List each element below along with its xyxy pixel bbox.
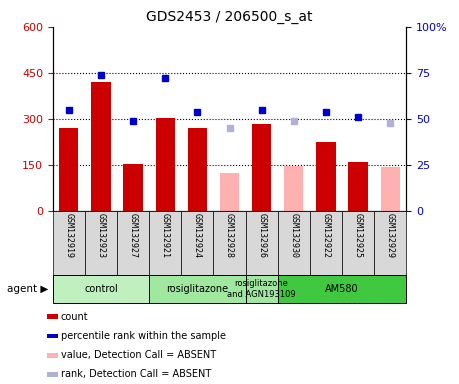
Text: GSM132930: GSM132930 — [289, 213, 298, 258]
Text: GSM132929: GSM132929 — [386, 213, 395, 258]
Text: count: count — [61, 312, 88, 322]
Text: control: control — [84, 284, 118, 294]
Bar — [123, 164, 143, 211]
Text: GSM132927: GSM132927 — [129, 213, 138, 258]
Bar — [284, 166, 303, 211]
Bar — [316, 142, 336, 211]
Bar — [381, 167, 400, 211]
Bar — [246, 275, 278, 303]
Text: GSM132925: GSM132925 — [353, 213, 363, 258]
Bar — [91, 82, 111, 211]
Bar — [47, 314, 58, 319]
Bar — [156, 118, 175, 211]
Text: GSM132922: GSM132922 — [321, 213, 330, 258]
Bar — [53, 211, 85, 275]
Bar — [213, 211, 246, 275]
Bar — [342, 211, 374, 275]
Text: GSM132926: GSM132926 — [257, 213, 266, 258]
Bar — [220, 173, 239, 211]
Text: GSM132923: GSM132923 — [96, 213, 106, 258]
Text: GSM132921: GSM132921 — [161, 213, 170, 258]
Bar — [310, 211, 342, 275]
Bar — [47, 334, 58, 338]
Text: rank, Detection Call = ABSENT: rank, Detection Call = ABSENT — [61, 369, 211, 379]
Text: GSM132919: GSM132919 — [64, 213, 73, 258]
Text: GDS2453 / 206500_s_at: GDS2453 / 206500_s_at — [146, 10, 313, 23]
Bar — [59, 128, 78, 211]
Text: GSM132924: GSM132924 — [193, 213, 202, 258]
Text: AM580: AM580 — [325, 284, 359, 294]
Bar — [117, 211, 149, 275]
Bar — [53, 275, 149, 303]
Bar — [252, 124, 271, 211]
Text: rosiglitazone: rosiglitazone — [166, 284, 229, 294]
Bar — [47, 372, 58, 377]
Text: GSM132928: GSM132928 — [225, 213, 234, 258]
Bar — [188, 128, 207, 211]
Bar — [348, 162, 368, 211]
Bar — [246, 211, 278, 275]
Bar — [47, 353, 58, 358]
Text: value, Detection Call = ABSENT: value, Detection Call = ABSENT — [61, 350, 216, 360]
Bar — [149, 211, 181, 275]
Bar — [181, 211, 213, 275]
Text: percentile rank within the sample: percentile rank within the sample — [61, 331, 226, 341]
Text: agent ▶: agent ▶ — [7, 284, 48, 294]
Bar — [149, 275, 246, 303]
Bar — [278, 275, 406, 303]
Bar — [278, 211, 310, 275]
Text: rosiglitazone
and AGN193109: rosiglitazone and AGN193109 — [227, 279, 296, 299]
Bar — [374, 211, 406, 275]
Bar — [85, 211, 117, 275]
